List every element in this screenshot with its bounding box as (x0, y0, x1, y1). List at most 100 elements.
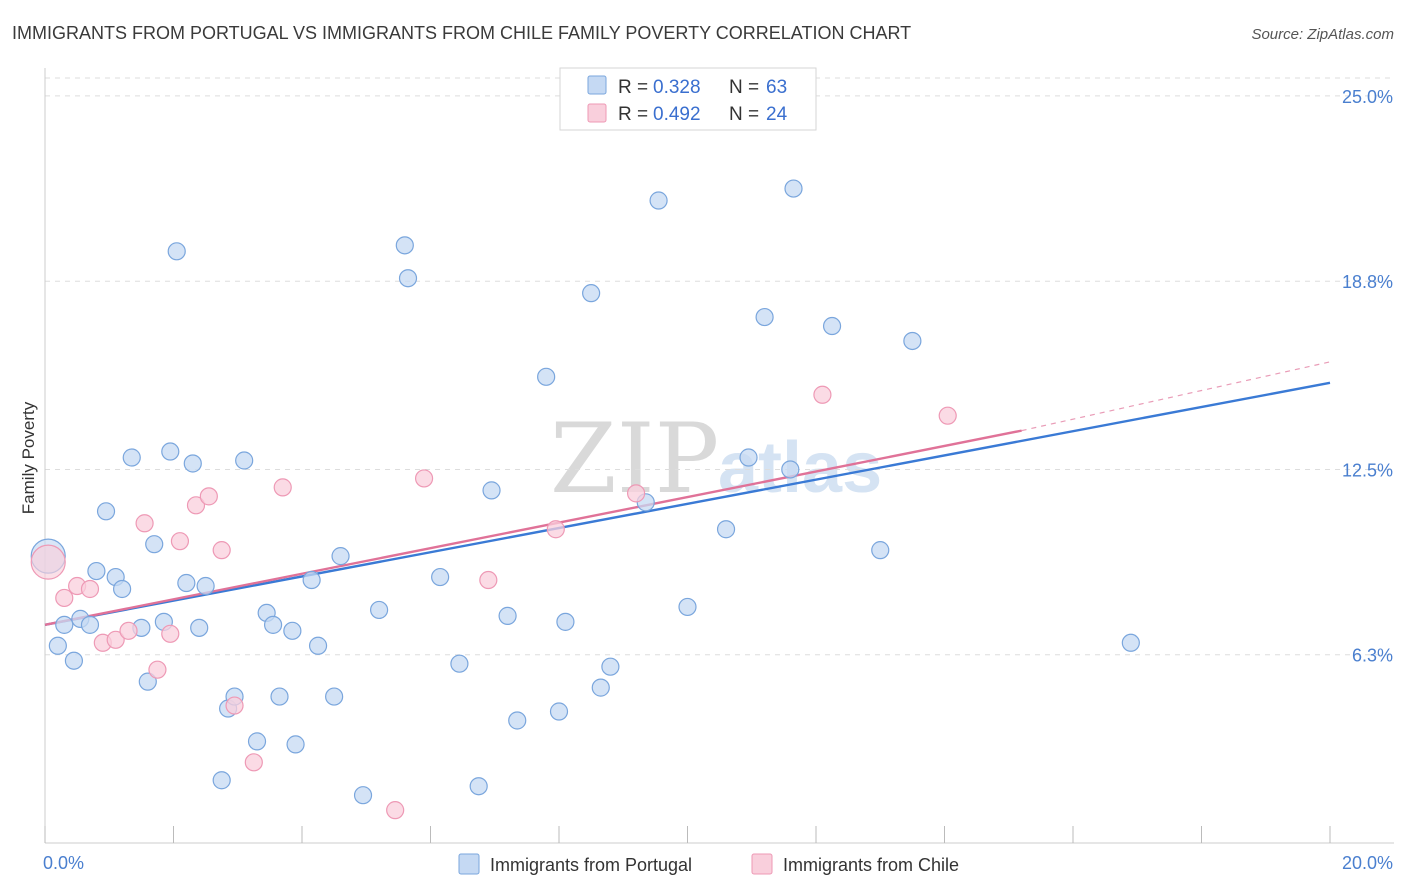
data-point-portugal (549, 702, 569, 721)
data-point-portugal (755, 307, 774, 327)
series-legend-swatch-chile (751, 853, 773, 875)
data-point-portugal (582, 284, 601, 303)
data-point-portugal (177, 573, 196, 593)
legend-n-label-portugal: N = (729, 77, 759, 98)
data-point-chile (80, 579, 100, 599)
data-point-portugal (167, 242, 186, 261)
tick-label-layer: 6.3% 12.5% 18.8% 25.0% 0.0% 20.0% (43, 87, 1393, 873)
data-point-portugal (556, 612, 575, 631)
data-point-portugal (353, 786, 373, 805)
data-point-portugal (286, 735, 305, 754)
data-point-portugal (161, 442, 180, 461)
series-legend-label-portugal: Immigrants from Portugal (490, 855, 692, 875)
data-point-chile (148, 660, 167, 679)
data-point-chile (225, 696, 244, 715)
data-point-chile (414, 469, 434, 488)
data-point-portugal (482, 481, 501, 500)
data-point-portugal (678, 597, 697, 617)
data-point-chile (546, 520, 565, 539)
y-tick-label: 6.3% (1352, 646, 1393, 666)
data-point-portugal (212, 771, 231, 790)
data-point-portugal (183, 454, 202, 473)
data-point-portugal (469, 777, 488, 796)
data-point-portugal (395, 236, 414, 255)
y-tick-label: 18.8% (1342, 272, 1393, 292)
chart-source: Source: ZipAtlas.com (1251, 26, 1394, 43)
data-point-chile (161, 624, 180, 643)
data-point-chile (199, 487, 218, 506)
series-legend: Immigrants from Portugal Immigrants from… (458, 853, 959, 875)
y-tick-label: 25.0% (1342, 87, 1393, 107)
legend-n-label-chile: N = (729, 104, 759, 125)
data-point-portugal (122, 448, 141, 467)
grid-layer (45, 77, 1394, 656)
legend-r-label-chile: R = (618, 104, 648, 125)
data-point-chile (244, 753, 263, 772)
data-point-portugal (431, 567, 450, 587)
data-point-portugal (784, 179, 803, 198)
data-point-chile (938, 406, 957, 425)
data-point-chile (626, 484, 646, 503)
data-point-portugal (80, 615, 100, 634)
data-point-portugal (263, 615, 283, 634)
data-point-portugal (64, 651, 84, 670)
data-point-portugal (871, 541, 890, 560)
data-point-chile (386, 801, 405, 820)
data-point-chile (273, 478, 292, 497)
data-point-portugal (331, 547, 350, 566)
data-point-portugal (190, 618, 209, 637)
legend-r-value-portugal: 0.328 (653, 77, 701, 98)
data-point-portugal (48, 636, 67, 655)
y-tick-label: 12.5% (1342, 460, 1393, 480)
data-point-portugal (96, 502, 116, 521)
data-point-portugal (325, 687, 344, 706)
data-point-portugal (508, 711, 527, 730)
data-point-chile (106, 630, 125, 649)
chart-title: IMMIGRANTS FROM PORTUGAL VS IMMIGRANTS F… (12, 23, 911, 43)
data-point-portugal (822, 316, 842, 336)
x-tick-label: 0.0% (43, 853, 84, 873)
y-axis-title: Family Poverty (19, 401, 38, 514)
data-point-portugal (903, 331, 922, 351)
legend-r-label-portugal: R = (618, 77, 648, 98)
data-point-chile (212, 541, 231, 560)
watermark-atlas: atlas (718, 428, 882, 508)
data-point-chile (479, 570, 498, 590)
legend-swatch-portugal (587, 75, 607, 95)
trend-extension-chile (1021, 361, 1331, 432)
data-point-portugal (302, 570, 321, 590)
data-point-chile (55, 588, 74, 608)
data-point-portugal (649, 191, 668, 210)
data-point-portugal (781, 460, 800, 479)
axis-layer (44, 68, 1394, 844)
series-legend-label-chile: Immigrants from Chile (783, 855, 959, 875)
data-point-portugal (1121, 633, 1140, 652)
data-point-portugal (398, 269, 418, 288)
data-point-chile (135, 514, 154, 533)
data-point-portugal (145, 535, 164, 554)
data-point-portugal (450, 654, 469, 673)
data-point-portugal (537, 367, 556, 386)
data-point-portugal (87, 561, 106, 581)
data-point-portugal (138, 672, 157, 691)
data-point-portugal (283, 621, 302, 640)
data-point-portugal (498, 606, 517, 625)
legend-swatch-chile (587, 103, 607, 123)
data-point-portugal (591, 678, 610, 697)
data-point-portugal (601, 657, 620, 676)
data-point-portugal (370, 600, 389, 620)
data-point-portugal (270, 687, 289, 706)
data-point-chile (119, 621, 138, 640)
trend-line-portugal (44, 381, 1331, 627)
data-point-portugal (235, 451, 254, 470)
data-point-portugal (739, 448, 758, 467)
x-tick-label: 20.0% (1342, 853, 1393, 873)
legend-r-value-chile: 0.492 (653, 104, 701, 125)
legend-n-value-portugal: 63 (766, 77, 787, 98)
points-layer (30, 179, 1140, 820)
data-point-chile (170, 532, 190, 551)
data-point-portugal (247, 732, 267, 751)
stats-legend: R = 0.328 N = 63 R = 0.492 N = 24 (559, 67, 817, 131)
